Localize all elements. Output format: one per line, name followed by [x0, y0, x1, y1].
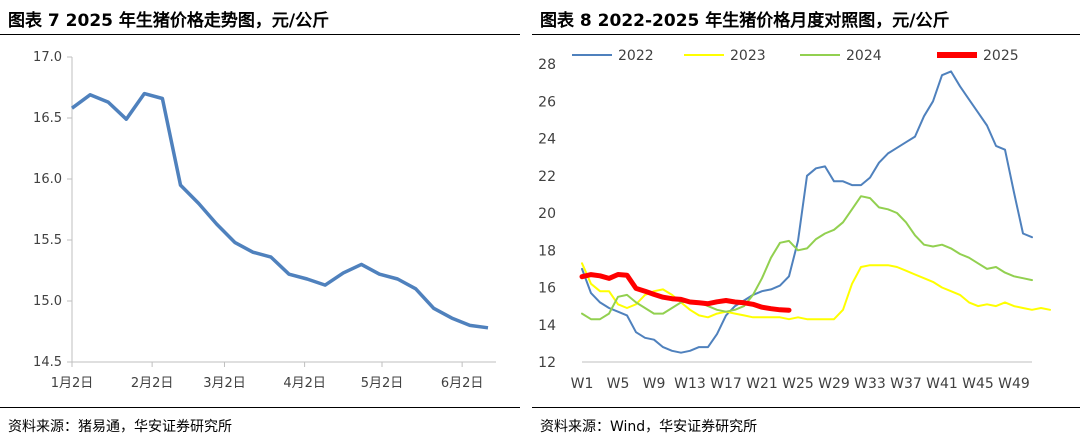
left-title-rule — [0, 34, 520, 35]
y-tick-label: 20 — [538, 206, 556, 222]
y-tick-label: 24 — [538, 132, 556, 148]
y-tick-label: 17.0 — [33, 50, 62, 65]
x-tick-label: W21 — [746, 376, 778, 392]
y-tick-label: 15.0 — [33, 294, 62, 309]
y-tick-label: 16.0 — [33, 172, 62, 187]
y-tick-label: 14.5 — [33, 355, 62, 370]
x-tick-label: W25 — [782, 376, 814, 392]
x-tick-label: 6月2日 — [441, 376, 484, 391]
y-tick-label: 22 — [538, 169, 556, 185]
y-tick-label: 15.5 — [33, 233, 62, 248]
x-tick-label: W37 — [890, 376, 922, 392]
series-line-2023 — [581, 262, 1051, 321]
price-series-line — [70, 91, 489, 330]
left-line-chart: 17.0 16.5 16.0 15.5 15.0 14.5 1月2日 2月2日 3月2日 4月2日… — [33, 50, 496, 391]
y-tick-label: 18 — [538, 243, 556, 259]
left-chart-panel: 图表 7 2025 年生猪价格走势图，元/公斤 17.0 16.5 16.0 15.5… — [0, 0, 520, 447]
legend-label-2023: 2023 — [730, 48, 766, 64]
x-tick-label: W13 — [674, 376, 706, 392]
series-line-2022 — [581, 70, 1033, 354]
right-chart-title: 图表 8 2022-2025 年生猪价格月度对照图，元/公斤 — [540, 11, 950, 31]
x-tick-label: W49 — [998, 376, 1030, 392]
y-tick-label: 26 — [538, 94, 556, 110]
x-tick-label: 4月2日 — [283, 376, 326, 391]
legend-label-2022: 2022 — [618, 48, 654, 64]
right-chart-panel: 图表 8 2022-2025 年生猪价格月度对照图，元/公斤 28 26 24 22 2… — [532, 0, 1080, 447]
y-tick-label: 28 — [538, 57, 556, 73]
y-tick-label: 12 — [538, 355, 556, 371]
legend-label-2025: 2025 — [983, 48, 1019, 64]
x-tick-label: W33 — [854, 376, 886, 392]
x-tick-label: W9 — [643, 376, 666, 392]
x-tick-label: W17 — [710, 376, 742, 392]
y-tick-label: 14 — [538, 318, 556, 334]
x-tick-label: 2月2日 — [131, 376, 174, 391]
left-chart-title: 图表 7 2025 年生猪价格走势图，元/公斤 — [8, 11, 330, 31]
legend-label-2024: 2024 — [846, 48, 882, 64]
y-tick-label: 16.5 — [33, 111, 62, 126]
right-title-rule — [532, 34, 1080, 35]
x-tick-label: W45 — [962, 376, 994, 392]
x-tick-label: W5 — [607, 376, 630, 392]
series-line-2024 — [581, 195, 1033, 321]
left-source-note: 资料来源：猪易通，华安证券研究所 — [8, 419, 232, 435]
x-tick-label: W29 — [818, 376, 850, 392]
y-tick-label: 16 — [538, 281, 556, 297]
x-tick-label: 3月2日 — [203, 376, 246, 391]
x-tick-label: 1月2日 — [51, 376, 94, 391]
x-tick-label: 5月2日 — [361, 376, 404, 391]
right-source-note: 资料来源：Wind，华安证券研究所 — [540, 419, 758, 435]
x-tick-label: W1 — [571, 376, 594, 392]
series-line-2025 — [579, 272, 792, 313]
left-source-rule — [0, 407, 520, 408]
right-source-rule — [532, 407, 1080, 408]
x-tick-label: W41 — [926, 376, 958, 392]
